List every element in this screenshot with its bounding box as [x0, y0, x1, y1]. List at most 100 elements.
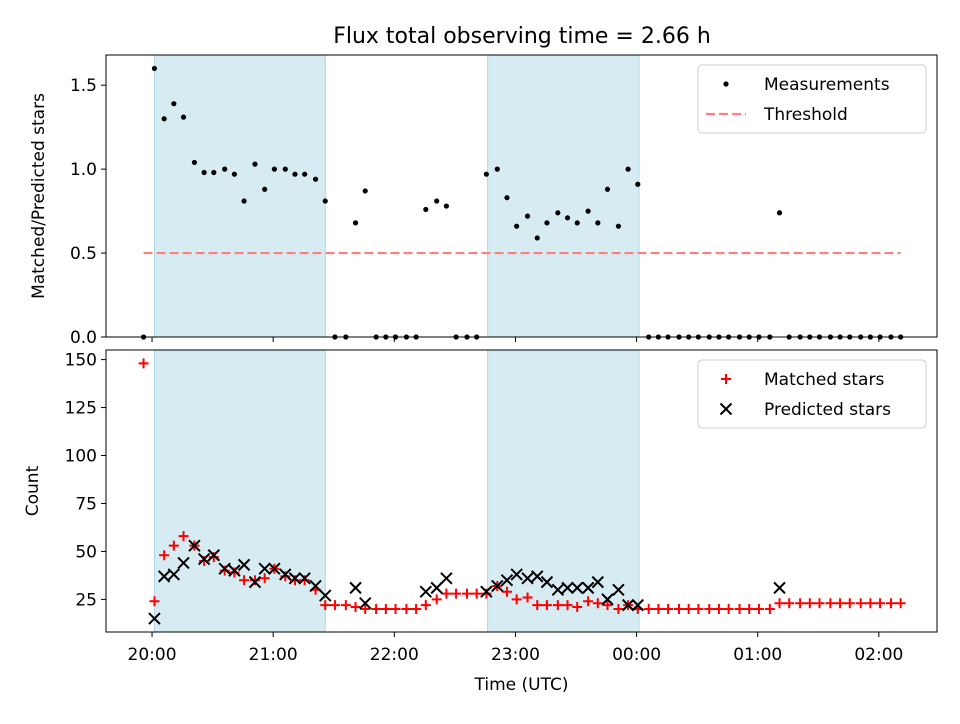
matched-point — [522, 592, 533, 603]
legend-frame — [697, 64, 927, 134]
matched-point — [371, 603, 382, 614]
x-tick-label: 20:00 — [128, 645, 177, 665]
matched-point — [693, 603, 704, 614]
measurement-point — [625, 166, 631, 172]
matched-point — [249, 575, 260, 586]
measurement-point — [555, 210, 561, 216]
matched-point — [239, 575, 250, 586]
matched-point — [562, 600, 573, 611]
matched-point — [663, 603, 674, 614]
matched-point — [208, 552, 219, 563]
matched-point — [583, 596, 594, 607]
y-tick-label: 0.0 — [70, 328, 97, 348]
measurement-point — [524, 213, 531, 219]
measurement-point — [282, 166, 288, 172]
matched-point — [350, 602, 361, 613]
matched-point — [501, 586, 512, 597]
matched-point — [340, 600, 351, 611]
matched-point — [280, 571, 291, 582]
measurement-point — [271, 166, 277, 172]
measurement-point — [231, 171, 238, 177]
matched-point — [613, 603, 624, 614]
predicted-point — [288, 572, 302, 585]
measurement-point — [352, 220, 359, 226]
measurement-point — [494, 166, 500, 172]
measurement-point — [362, 188, 368, 194]
legend-label: Predicted stars — [764, 400, 891, 420]
bottom-panel: 25 50 75 100 125 150 20:00 21:00 22:00 23:00 00:00… — [23, 349, 938, 695]
matched-point — [431, 594, 442, 605]
x-tick-label: 23:00 — [491, 645, 540, 665]
measurement-point — [211, 169, 217, 176]
matched-point — [572, 602, 583, 613]
predicted-point — [298, 572, 311, 585]
matched-point — [199, 556, 210, 567]
x-tick-label: 02:00 — [854, 645, 903, 665]
measurement-point — [423, 206, 429, 213]
predicted-point — [359, 597, 372, 610]
matched-point — [795, 598, 806, 609]
y-tick-label: 25 — [75, 590, 97, 610]
measurement-point — [161, 116, 167, 122]
matched-point — [168, 540, 179, 551]
y-tick-label: 150 — [65, 351, 97, 371]
matched-point — [138, 358, 149, 369]
predicted-point — [157, 570, 171, 583]
measurement-point — [312, 176, 319, 182]
matched-point — [511, 594, 522, 605]
measurement-point — [595, 220, 601, 226]
predicted-point — [440, 572, 453, 585]
matched-point — [320, 600, 331, 611]
matched-point — [643, 603, 654, 614]
matched-point — [784, 598, 795, 609]
legend-label: Threshold — [763, 105, 848, 125]
matched-point — [380, 603, 391, 614]
predicted-point — [571, 581, 584, 595]
legend: Matched stars Predicted stars — [697, 359, 927, 429]
predicted-point — [419, 585, 433, 598]
matched-point — [219, 565, 230, 576]
matched-point — [835, 598, 846, 609]
matched-point — [149, 596, 160, 607]
matched-point — [844, 598, 855, 609]
matched-point — [704, 603, 715, 614]
matched-point — [865, 598, 876, 609]
y-axis-label: Count — [23, 465, 43, 516]
predicted-point — [177, 556, 190, 570]
legend: Measurements Threshold — [697, 64, 927, 134]
measurement-point — [252, 161, 258, 167]
predicted-point — [319, 589, 332, 602]
y-tick-label: 50 — [75, 542, 97, 562]
observing-span — [153, 54, 326, 338]
x-tick-label: 00:00 — [612, 645, 661, 665]
measurement-point — [191, 159, 198, 166]
matched-point — [653, 603, 664, 614]
predicted-point — [228, 564, 241, 577]
predicted-point — [258, 562, 271, 575]
measurement-point — [544, 220, 550, 226]
y-tick-label: 0.5 — [70, 244, 97, 264]
matched-point — [451, 588, 462, 599]
measurement-point — [222, 166, 228, 172]
legend-label: Matched stars — [764, 370, 884, 390]
chart-title: Flux total observing time = 2.66 h — [333, 24, 711, 49]
y-tick-label: 100 — [65, 447, 97, 467]
measurement-point — [504, 195, 510, 201]
matched-point — [390, 603, 401, 614]
legend-marker-matched — [721, 374, 731, 384]
matched-point — [734, 603, 745, 614]
matched-point — [804, 598, 815, 609]
measurement-point — [241, 198, 247, 204]
predicted-point — [631, 598, 644, 612]
predicted-point — [148, 612, 161, 625]
predicted-point — [430, 581, 443, 595]
predicted-point — [207, 549, 221, 562]
predicted-point — [480, 585, 493, 598]
x-tick-label: 22:00 — [370, 645, 419, 665]
matched-point — [360, 603, 371, 614]
matched-point — [178, 531, 189, 542]
matched-point — [229, 567, 240, 578]
matched-point — [532, 600, 543, 611]
matched-point — [461, 588, 472, 599]
y-tick-label: 75 — [75, 494, 97, 514]
